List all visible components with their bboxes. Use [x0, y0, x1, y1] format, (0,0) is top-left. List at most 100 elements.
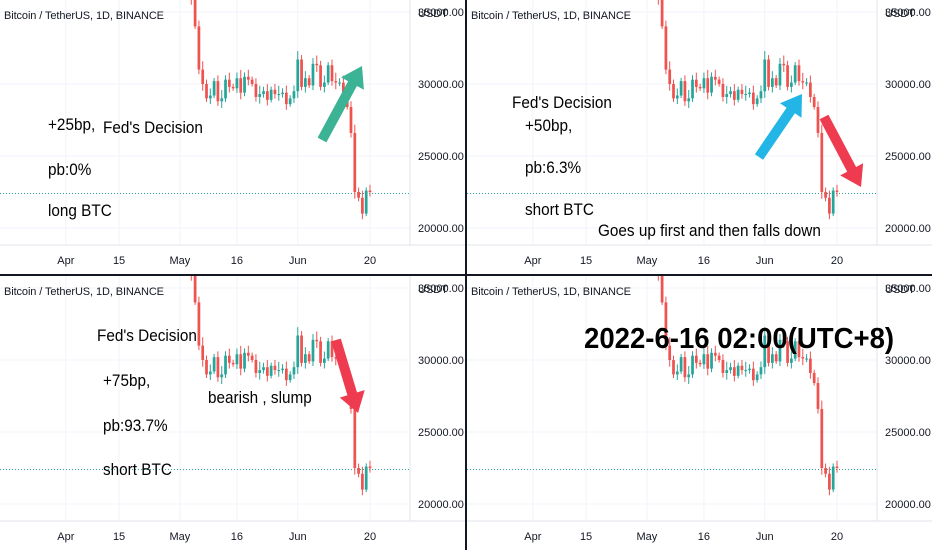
- candle-body: [660, 0, 664, 27]
- candle-body: [778, 339, 782, 362]
- candle: [197, 20, 201, 75]
- candle: [296, 51, 300, 98]
- candle: [368, 460, 372, 473]
- candle: [801, 348, 805, 366]
- candle: [805, 78, 808, 87]
- candle: [246, 345, 250, 362]
- candle: [205, 79, 208, 102]
- candle: [235, 348, 239, 369]
- candle: [748, 364, 751, 374]
- candle: [300, 55, 303, 91]
- candle: [258, 361, 262, 380]
- candle-body: [767, 59, 770, 87]
- candle: [717, 76, 721, 87]
- candle: [755, 95, 759, 107]
- candle-body: [231, 86, 235, 89]
- arrow-down-icon: [331, 338, 365, 413]
- candle: [357, 463, 360, 478]
- candle-body: [250, 355, 254, 360]
- candle-body: [786, 65, 789, 87]
- candle-body: [755, 374, 759, 381]
- candle-body: [323, 82, 326, 87]
- candle: [831, 187, 835, 217]
- candle-body: [300, 59, 303, 87]
- chart-panel-3: 20000.0025000.0030000.0035000.0040000.00…: [0, 276, 465, 550]
- candle-body: [201, 69, 205, 84]
- candle: [713, 345, 717, 362]
- candle: [303, 347, 307, 369]
- candle-body: [816, 383, 820, 409]
- candle: [258, 85, 262, 104]
- annotation-text: bearish , slump: [208, 388, 312, 407]
- candle-body: [736, 365, 740, 376]
- x-tick-label: 15: [113, 531, 125, 543]
- y-tick-label: 30000.00: [418, 79, 464, 91]
- candle: [220, 90, 224, 108]
- x-tick-label: 15: [113, 255, 125, 267]
- candle-body: [239, 78, 243, 93]
- candle-body: [303, 78, 307, 87]
- candle-body: [330, 341, 334, 358]
- candle-body: [770, 78, 774, 87]
- candle-body: [679, 357, 683, 372]
- candle-body: [748, 368, 751, 371]
- candle-body: [691, 355, 694, 375]
- candle: [353, 400, 357, 475]
- candle-body: [265, 367, 269, 376]
- candle-body: [672, 360, 675, 375]
- candle: [725, 85, 729, 104]
- candle-body: [205, 360, 208, 375]
- candle-body: [326, 341, 330, 359]
- candle: [227, 348, 231, 369]
- candle: [797, 335, 801, 362]
- y-tick-label: 25000.00: [885, 427, 931, 439]
- candle: [679, 77, 683, 99]
- candle-body: [805, 82, 808, 84]
- candle: [759, 85, 763, 104]
- price-unit-label: USDT: [885, 8, 915, 20]
- candle-body: [759, 367, 763, 375]
- candle-body: [273, 365, 277, 371]
- x-tick-label: 20: [831, 531, 843, 543]
- y-tick-label: 35000.00: [418, 7, 464, 19]
- candle: [364, 463, 368, 493]
- candle: [725, 361, 729, 380]
- arrow-up-icon: [317, 66, 364, 143]
- candle: [361, 190, 364, 220]
- candle: [809, 75, 812, 103]
- candle: [790, 75, 793, 93]
- candle-body: [751, 92, 755, 105]
- candle: [816, 377, 820, 414]
- candle: [801, 72, 805, 90]
- candle-body: [216, 81, 220, 102]
- candle-body: [725, 370, 729, 373]
- candle: [246, 69, 250, 86]
- candle-body: [732, 91, 736, 100]
- candle-body: [246, 352, 250, 356]
- candle-body: [828, 197, 831, 214]
- candle: [197, 296, 201, 351]
- candle: [239, 345, 243, 376]
- candle-body: [706, 354, 710, 369]
- candle: [349, 101, 353, 138]
- candle-body: [835, 466, 839, 468]
- candle-body: [246, 76, 250, 80]
- candle-body: [269, 365, 273, 376]
- candle-body: [315, 339, 319, 342]
- candle: [235, 72, 239, 93]
- candle: [361, 466, 364, 496]
- candle-body: [710, 76, 713, 93]
- candle-body: [212, 357, 216, 372]
- x-tick-label: Jun: [289, 255, 307, 267]
- candle: [664, 20, 668, 75]
- candle: [288, 95, 292, 107]
- candle-body: [755, 98, 759, 105]
- candle-body: [193, 276, 197, 303]
- candle-body: [250, 79, 254, 84]
- candle: [300, 331, 303, 367]
- candle-body: [668, 69, 672, 84]
- candle-body: [717, 79, 721, 84]
- candle-body: [672, 84, 675, 99]
- candle: [675, 88, 679, 105]
- candle-body: [315, 63, 319, 66]
